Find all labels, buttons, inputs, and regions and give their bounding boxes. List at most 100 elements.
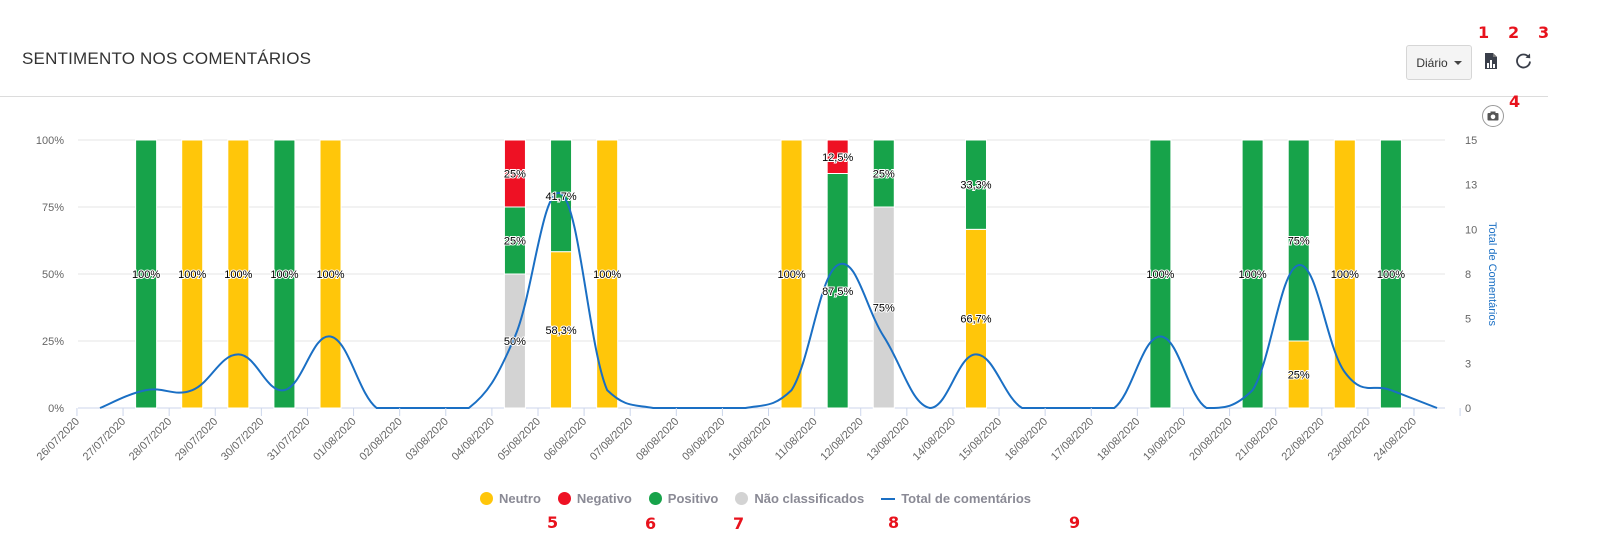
bar-segment-positivo[interactable] bbox=[550, 139, 573, 253]
x-tick-label: 08/08/2020 bbox=[634, 416, 681, 463]
data-label: 75% bbox=[1288, 236, 1310, 248]
bar-segment-neutro[interactable] bbox=[1333, 139, 1356, 409]
data-label: 100% bbox=[132, 269, 160, 281]
x-tick-label: 26/07/2020 bbox=[35, 416, 82, 463]
data-label: 33,3% bbox=[960, 180, 991, 192]
legend-dot-icon bbox=[557, 492, 571, 505]
x-tick-label: 04/08/2020 bbox=[450, 416, 497, 463]
legend-label: Não classificados bbox=[754, 491, 865, 506]
right-axis-title: Total de Comentários bbox=[1486, 222, 1498, 326]
bar-segment-positivo[interactable] bbox=[135, 139, 158, 409]
bar-segment-neutro[interactable] bbox=[181, 139, 204, 409]
data-label: 50% bbox=[504, 336, 526, 348]
data-label: 25% bbox=[504, 236, 526, 248]
x-tick-label: 02/08/2020 bbox=[357, 416, 404, 463]
x-tick-label: 16/08/2020 bbox=[1003, 416, 1050, 463]
legend-item-nao_classificados[interactable]: Não classificados bbox=[735, 491, 864, 506]
annotation-marker-5: 5 bbox=[547, 513, 559, 532]
y-tick-label: 25% bbox=[42, 336, 64, 348]
data-label: 75% bbox=[873, 303, 895, 315]
legend-item-positivo[interactable]: Positivo bbox=[648, 491, 719, 506]
annotation-marker-6: 6 bbox=[645, 514, 657, 533]
x-tick-label: 06/08/2020 bbox=[542, 416, 589, 463]
x-tick-label: 10/08/2020 bbox=[726, 416, 773, 463]
data-label: 25% bbox=[504, 169, 526, 181]
period-select[interactable]: Diário bbox=[1406, 45, 1472, 80]
legend-label: Neutro bbox=[499, 491, 541, 506]
bar-segment-positivo[interactable] bbox=[1287, 139, 1310, 342]
data-label: 100% bbox=[178, 269, 206, 281]
data-label: 100% bbox=[316, 269, 344, 281]
legend-label: Total de comentários bbox=[901, 491, 1031, 506]
screenshot-button[interactable] bbox=[1482, 105, 1504, 127]
y-tick-label: 75% bbox=[42, 202, 64, 214]
x-tick-label: 01/08/2020 bbox=[311, 416, 358, 463]
legend-dot-icon bbox=[648, 492, 662, 505]
data-label: 41,7% bbox=[545, 191, 576, 203]
x-tick-label: 19/08/2020 bbox=[1141, 416, 1188, 463]
legend-dot-icon bbox=[480, 492, 493, 505]
x-tick-label: 05/08/2020 bbox=[496, 416, 543, 463]
annotation-marker-8: 8 bbox=[888, 513, 900, 532]
legend-item-total[interactable]: Total de comentários bbox=[881, 491, 1031, 506]
period-select-value: Diário bbox=[1416, 55, 1448, 70]
bar-segment-neutro[interactable] bbox=[319, 139, 342, 409]
x-tick-label: 20/08/2020 bbox=[1187, 416, 1234, 463]
x-tick-label: 27/07/2020 bbox=[81, 416, 128, 463]
data-label: 100% bbox=[1239, 269, 1267, 281]
y2-tick-label: 5 bbox=[1465, 314, 1471, 326]
total-comments-line bbox=[99, 192, 1438, 410]
bar-segment-positivo[interactable] bbox=[964, 139, 987, 230]
bar-segment-positivo[interactable] bbox=[872, 139, 895, 208]
legend-item-neutro[interactable]: Neutro bbox=[480, 491, 541, 506]
y2-tick-label: 8 bbox=[1465, 269, 1471, 281]
camera-icon bbox=[1487, 111, 1499, 121]
data-label: 100% bbox=[1377, 269, 1405, 281]
data-label: 100% bbox=[1146, 269, 1174, 281]
bar-segment-negativo[interactable] bbox=[503, 139, 526, 208]
data-label: 100% bbox=[777, 269, 805, 281]
bar-segment-positivo[interactable] bbox=[1379, 139, 1402, 409]
legend-item-negativo[interactable]: Negativo bbox=[557, 491, 632, 506]
export-button[interactable] bbox=[1481, 51, 1501, 71]
annotation-marker-3: 3 bbox=[1538, 23, 1550, 42]
y2-tick-label: 10 bbox=[1465, 224, 1477, 236]
data-label: 25% bbox=[873, 169, 895, 181]
x-tick-label: 31/07/2020 bbox=[265, 416, 312, 463]
annotation-marker-2: 2 bbox=[1508, 23, 1520, 42]
x-tick-label: 14/08/2020 bbox=[911, 416, 958, 463]
x-tick-label: 22/08/2020 bbox=[1279, 416, 1326, 463]
annotation-marker-9: 9 bbox=[1069, 513, 1081, 532]
x-tick-label: 30/07/2020 bbox=[219, 416, 266, 463]
y-tick-label: 0% bbox=[48, 403, 64, 415]
x-tick-label: 28/07/2020 bbox=[127, 416, 174, 463]
header-divider bbox=[0, 96, 1548, 97]
chevron-down-icon bbox=[1453, 60, 1462, 65]
x-tick-label: 03/08/2020 bbox=[403, 416, 450, 463]
x-tick-label: 11/08/2020 bbox=[773, 416, 820, 463]
x-tick-label: 07/08/2020 bbox=[588, 416, 635, 463]
bar-segment-positivo[interactable] bbox=[1149, 139, 1172, 409]
x-tick-label: 09/08/2020 bbox=[680, 416, 727, 463]
annotation-marker-1: 1 bbox=[1478, 23, 1490, 42]
data-label: 100% bbox=[593, 269, 621, 281]
data-label: 12,5% bbox=[822, 152, 853, 164]
legend-line-icon bbox=[881, 497, 896, 500]
bar-segment-positivo[interactable] bbox=[1241, 139, 1264, 409]
x-tick-label: 15/08/2020 bbox=[957, 416, 1004, 463]
x-tick-label: 23/08/2020 bbox=[1326, 416, 1373, 463]
bar-segment-neutro[interactable] bbox=[780, 139, 803, 409]
x-tick-label: 12/08/2020 bbox=[818, 416, 865, 463]
bar-segment-neutro[interactable] bbox=[227, 139, 250, 409]
legend-label: Positivo bbox=[667, 491, 719, 506]
x-tick-label: 29/07/2020 bbox=[173, 416, 220, 463]
bar-segment-positivo[interactable] bbox=[273, 139, 296, 409]
refresh-button[interactable] bbox=[1513, 50, 1533, 70]
chart-export-icon bbox=[1485, 53, 1497, 69]
refresh-icon bbox=[1515, 53, 1531, 68]
data-label: 100% bbox=[224, 269, 252, 281]
legend-dot-icon bbox=[735, 492, 749, 505]
bar-segment-negativo[interactable] bbox=[826, 139, 849, 174]
bar-segment-neutro[interactable] bbox=[596, 139, 619, 409]
data-label: 25% bbox=[1288, 370, 1310, 382]
